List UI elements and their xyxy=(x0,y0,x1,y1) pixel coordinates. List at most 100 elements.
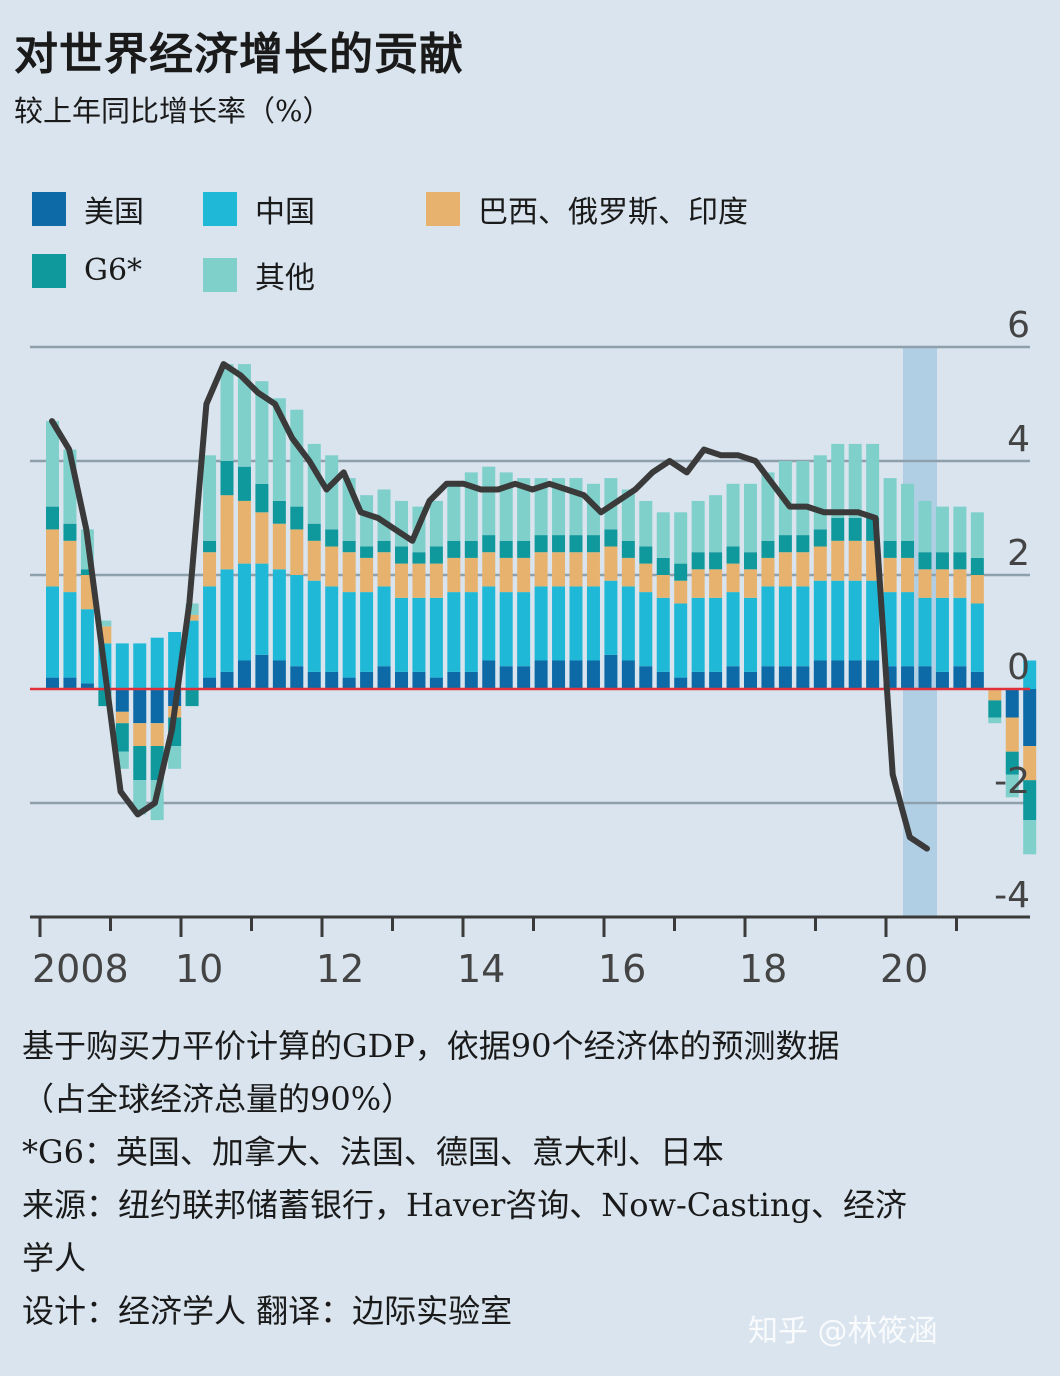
bar-segment xyxy=(831,518,845,541)
bar-segment xyxy=(63,592,77,678)
bar-segment xyxy=(203,586,217,678)
bar-segment xyxy=(377,586,391,667)
bar-segment xyxy=(80,683,94,689)
bar-segment xyxy=(482,552,496,587)
bar-segment xyxy=(604,654,618,689)
bar-segment xyxy=(255,654,269,689)
bar-segment xyxy=(639,563,653,593)
bar-segment xyxy=(185,614,199,621)
bar-segment xyxy=(639,546,653,564)
bar-segment xyxy=(464,592,478,672)
bar-segment xyxy=(1005,774,1019,798)
note-coverage: （占全球经济总量的90%） xyxy=(22,1080,414,1118)
bar-segment xyxy=(464,557,478,593)
x-tick-label: 2008 xyxy=(32,947,129,991)
bar-segment xyxy=(744,552,757,570)
bar-segment xyxy=(203,552,217,587)
bar-segment xyxy=(726,483,740,547)
bar-segment xyxy=(569,660,583,689)
bar-segment xyxy=(639,500,653,547)
bar-segment xyxy=(935,506,949,553)
bar-segment xyxy=(447,483,461,541)
bar-segment xyxy=(552,660,566,689)
bar-segment xyxy=(342,677,356,689)
bar-segment xyxy=(639,592,653,667)
bar-segment xyxy=(255,483,269,513)
bar-segment xyxy=(290,409,304,507)
note-gdp-basis: 基于购买力平价计算的GDP，依据90个经济体的预测数据 xyxy=(22,1027,840,1065)
bar-segment xyxy=(46,586,59,678)
bar-segment xyxy=(203,677,217,689)
bar-segment xyxy=(237,660,251,689)
legend-label-others: 其他 xyxy=(255,261,315,296)
bar-segment xyxy=(534,660,548,689)
bar-segment xyxy=(813,546,827,581)
bar-segment xyxy=(325,546,339,587)
bar-segment xyxy=(133,643,147,689)
bar-segment xyxy=(674,677,688,689)
bar-segment xyxy=(970,575,984,604)
bar-segment xyxy=(691,500,705,553)
bar-segment xyxy=(482,586,496,661)
bar-segment xyxy=(848,518,862,541)
bar-segment xyxy=(726,563,740,593)
bar-segment xyxy=(726,546,740,564)
bar-segment xyxy=(115,689,129,712)
bar-segment xyxy=(429,597,443,678)
bar-segment xyxy=(290,575,304,667)
bar-segment xyxy=(325,529,339,547)
bar-segment xyxy=(325,455,339,530)
bar-segment xyxy=(360,495,374,547)
bar-segment xyxy=(447,592,461,672)
legend-swatch-china xyxy=(203,192,237,226)
bar-segment xyxy=(831,443,845,518)
bar-segment xyxy=(674,512,688,564)
bar-segment xyxy=(46,421,59,507)
bar-segment xyxy=(831,540,845,581)
bar-segment xyxy=(1005,717,1019,752)
bar-segment xyxy=(901,592,915,667)
bar-segment xyxy=(726,592,740,667)
bar-segment xyxy=(901,483,915,541)
bar-segment xyxy=(866,443,880,518)
bar-segment xyxy=(935,569,949,598)
bar-segment xyxy=(586,552,600,587)
bar-segment xyxy=(255,563,269,655)
bar-segment xyxy=(656,512,670,558)
bar-segment xyxy=(604,546,618,581)
bar-segment xyxy=(412,552,426,564)
bar-segment xyxy=(796,461,810,536)
x-tick-label: 14 xyxy=(457,947,505,991)
bar-segment xyxy=(429,546,443,564)
legend-label-bri: 巴西、俄罗斯、印度 xyxy=(478,195,748,230)
bar-segment xyxy=(796,552,810,587)
bar-segment xyxy=(569,478,583,536)
bar-segment xyxy=(970,512,984,558)
bar-segment xyxy=(709,552,723,570)
bar-segment xyxy=(290,506,304,530)
chart-notes: 基于购买力平价计算的GDP，依据90个经济体的预测数据 （占全球经济总量的90%… xyxy=(22,1020,1032,1338)
bar-segment xyxy=(412,563,426,598)
bar-segment xyxy=(709,569,723,598)
y-tick-label: 2 xyxy=(1007,533,1030,574)
bar-segment xyxy=(133,780,147,815)
bar-segment xyxy=(604,529,618,547)
bar-segment xyxy=(744,597,757,672)
bar-segment xyxy=(709,495,723,553)
bar-segment xyxy=(883,540,897,558)
bar-segment xyxy=(1023,780,1037,821)
bar-segment xyxy=(272,660,286,689)
bar-segment xyxy=(255,512,269,564)
bar-segment xyxy=(307,443,321,524)
bar-segment xyxy=(639,666,653,689)
bar-segment xyxy=(1023,820,1037,855)
bar-segment xyxy=(621,557,635,587)
bar-segment xyxy=(691,569,705,598)
bar-segment xyxy=(813,529,827,547)
bar-segment xyxy=(395,546,408,564)
bar-segment xyxy=(499,557,513,593)
bar-segment xyxy=(220,364,234,461)
bar-segment xyxy=(360,592,374,672)
bar-segment xyxy=(447,671,461,689)
